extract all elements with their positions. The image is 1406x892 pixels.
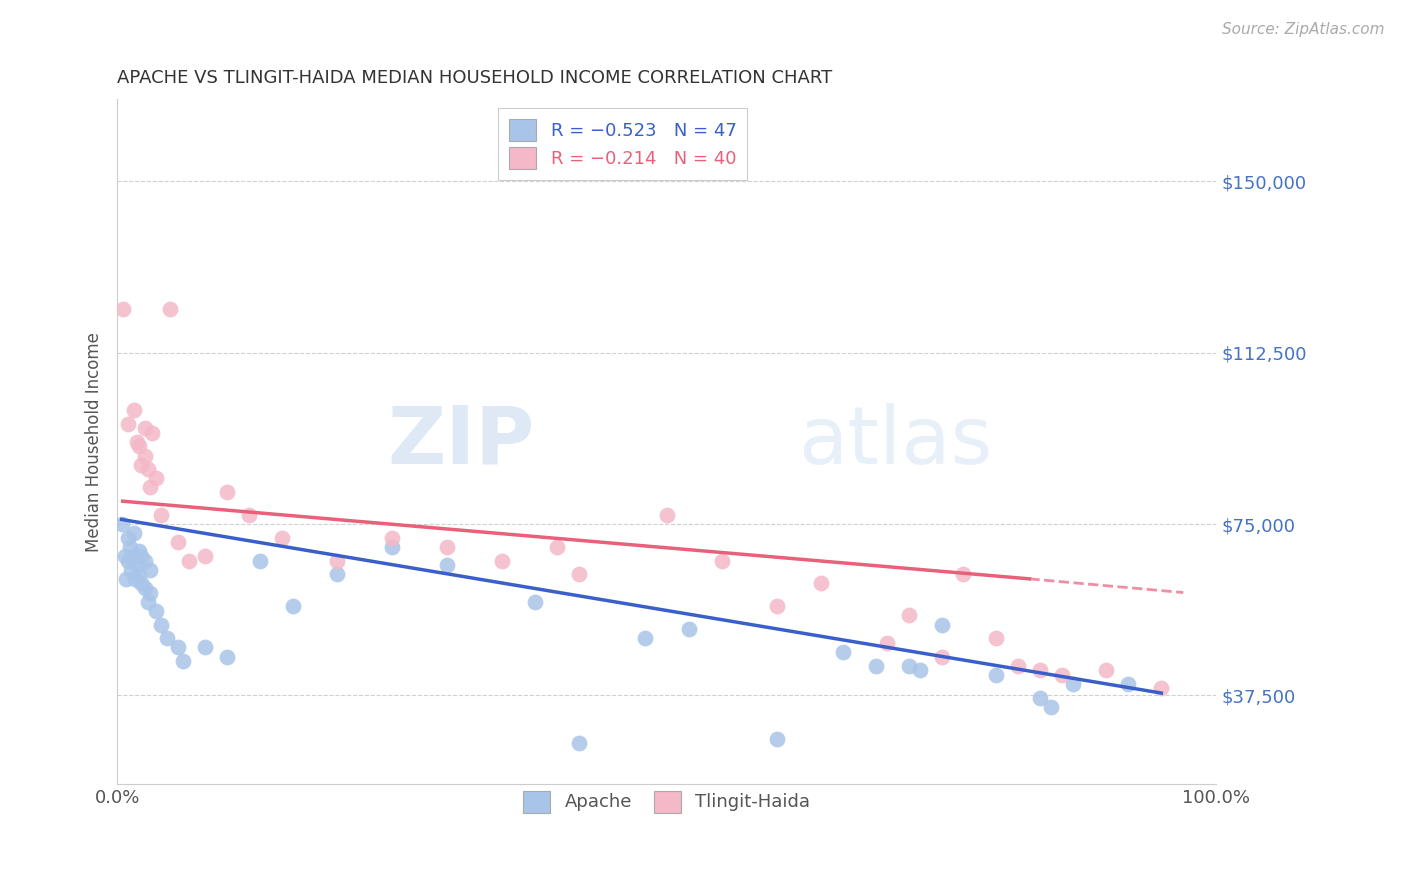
Point bbox=[810, 576, 832, 591]
Point bbox=[436, 540, 458, 554]
Point bbox=[568, 567, 591, 582]
Point bbox=[128, 439, 150, 453]
Point bbox=[121, 563, 143, 577]
Point bbox=[131, 549, 153, 563]
Point bbox=[177, 553, 200, 567]
Point bbox=[897, 608, 920, 623]
Legend: Apache, Tlingit-Haida: Apache, Tlingit-Haida bbox=[512, 780, 821, 823]
Point bbox=[1095, 663, 1118, 677]
Point bbox=[131, 576, 153, 591]
Point bbox=[194, 640, 217, 655]
Point bbox=[831, 645, 853, 659]
Y-axis label: Median Household Income: Median Household Income bbox=[86, 332, 103, 552]
Point bbox=[115, 572, 138, 586]
Point bbox=[150, 508, 173, 522]
Point bbox=[125, 558, 148, 573]
Point bbox=[117, 531, 139, 545]
Point bbox=[986, 632, 1008, 646]
Point bbox=[1029, 690, 1052, 705]
Point bbox=[1150, 681, 1173, 696]
Point bbox=[1040, 699, 1063, 714]
Text: ZIP: ZIP bbox=[388, 403, 534, 481]
Point bbox=[139, 585, 162, 599]
Point bbox=[134, 421, 156, 435]
Point bbox=[931, 649, 953, 664]
Point bbox=[897, 658, 920, 673]
Point bbox=[271, 531, 294, 545]
Point bbox=[134, 581, 156, 595]
Point bbox=[238, 508, 260, 522]
Point bbox=[114, 549, 136, 563]
Point bbox=[124, 572, 146, 586]
Point bbox=[141, 425, 163, 440]
Point bbox=[150, 617, 173, 632]
Point bbox=[136, 462, 159, 476]
Point bbox=[326, 553, 349, 567]
Point bbox=[194, 549, 217, 563]
Point bbox=[931, 617, 953, 632]
Point bbox=[139, 481, 162, 495]
Point bbox=[546, 540, 568, 554]
Point bbox=[172, 654, 194, 668]
Text: atlas: atlas bbox=[799, 403, 993, 481]
Point bbox=[110, 516, 132, 531]
Point bbox=[678, 622, 700, 636]
Point bbox=[523, 595, 546, 609]
Point bbox=[128, 544, 150, 558]
Point bbox=[117, 553, 139, 567]
Point bbox=[865, 658, 887, 673]
Point bbox=[1062, 677, 1084, 691]
Point bbox=[128, 567, 150, 582]
Point bbox=[120, 540, 142, 554]
Point bbox=[166, 535, 188, 549]
Point bbox=[139, 563, 162, 577]
Point bbox=[122, 526, 145, 541]
Point bbox=[125, 434, 148, 449]
Point bbox=[145, 471, 167, 485]
Point bbox=[634, 632, 657, 646]
Text: Source: ZipAtlas.com: Source: ZipAtlas.com bbox=[1222, 22, 1385, 37]
Point bbox=[381, 531, 404, 545]
Point bbox=[1007, 658, 1029, 673]
Point bbox=[876, 636, 898, 650]
Point bbox=[765, 599, 787, 614]
Point bbox=[765, 731, 787, 746]
Point bbox=[217, 649, 239, 664]
Text: APACHE VS TLINGIT-HAIDA MEDIAN HOUSEHOLD INCOME CORRELATION CHART: APACHE VS TLINGIT-HAIDA MEDIAN HOUSEHOLD… bbox=[117, 69, 832, 87]
Point bbox=[166, 640, 188, 655]
Point bbox=[908, 663, 931, 677]
Point bbox=[436, 558, 458, 573]
Point bbox=[326, 567, 349, 582]
Point bbox=[1118, 677, 1140, 691]
Point bbox=[122, 549, 145, 563]
Point bbox=[156, 632, 179, 646]
Point bbox=[1029, 663, 1052, 677]
Point bbox=[134, 553, 156, 567]
Point bbox=[111, 302, 134, 317]
Point bbox=[281, 599, 304, 614]
Point bbox=[122, 402, 145, 417]
Point bbox=[568, 736, 591, 750]
Point bbox=[710, 553, 733, 567]
Point bbox=[159, 302, 181, 317]
Point bbox=[134, 449, 156, 463]
Point bbox=[655, 508, 678, 522]
Point bbox=[249, 553, 271, 567]
Point bbox=[136, 595, 159, 609]
Point bbox=[131, 458, 153, 472]
Point bbox=[145, 604, 167, 618]
Point bbox=[117, 417, 139, 431]
Point bbox=[1052, 667, 1074, 681]
Point bbox=[952, 567, 974, 582]
Point bbox=[217, 485, 239, 500]
Point bbox=[491, 553, 513, 567]
Point bbox=[986, 667, 1008, 681]
Point bbox=[381, 540, 404, 554]
